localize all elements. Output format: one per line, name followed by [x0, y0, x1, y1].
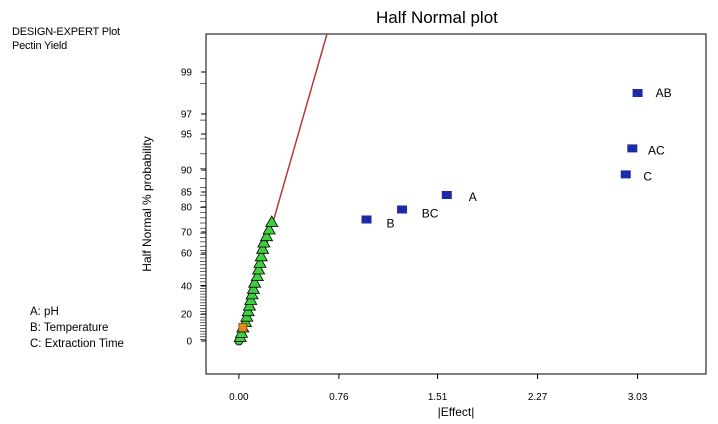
- error-effect-point: [246, 281, 261, 294]
- x-tick-label: 0.00: [229, 392, 249, 403]
- x-axis-ticks: 0.00 0.76 1.51 2.27 3.03: [229, 374, 648, 403]
- effect-point-c: [620, 170, 631, 179]
- error-effect-point: [253, 256, 267, 268]
- y-tick-label: 20: [181, 310, 193, 321]
- response-name: Pectin Yield: [12, 40, 68, 52]
- error-effect-point: [250, 269, 265, 282]
- error-effect-point: [257, 235, 271, 248]
- factor-legend-a: A: pH: [30, 306, 59, 318]
- y-tick-label: 95: [181, 130, 193, 141]
- error-effect-point: [247, 275, 262, 288]
- y-tick-label: 85: [181, 188, 193, 199]
- effect-point-bc: [397, 205, 408, 214]
- effect-point-ac: [627, 144, 638, 153]
- effect-label-a: A: [469, 190, 477, 204]
- y-tick-label: 90: [181, 166, 193, 177]
- y-tick-label: 99: [181, 68, 193, 79]
- error-effect-point: [254, 249, 268, 262]
- y-tick-label: 97: [181, 110, 193, 121]
- x-tick-label: 0.76: [329, 392, 349, 403]
- x-tick-label: 3.03: [628, 392, 648, 403]
- x-tick-label: 1.51: [428, 392, 448, 403]
- effect-point-ab: [632, 89, 643, 97]
- chart-title: Half Normal plot: [376, 8, 498, 27]
- y-axis-label: Half Normal % probability: [140, 136, 154, 271]
- error-effect-markers: [233, 215, 279, 346]
- effect-point-a: [441, 191, 452, 199]
- error-effect-point: [262, 222, 276, 235]
- effect-point-b: [361, 215, 372, 224]
- y-tick-label: 0: [186, 337, 192, 348]
- factor-legend-b: B: Temperature: [30, 322, 109, 334]
- error-effect-point: [255, 241, 270, 254]
- effect-label-ac: AC: [648, 143, 665, 157]
- effect-label-ab: AB: [656, 86, 672, 100]
- error-effect-point: [265, 215, 279, 227]
- x-tick-label: 2.27: [528, 392, 548, 403]
- y-tick-label: 40: [181, 282, 193, 293]
- software-name: DESIGN-EXPERT Plot: [12, 26, 120, 38]
- x-axis-label: |Effect|: [438, 405, 475, 419]
- y-tick-label: 60: [181, 249, 193, 260]
- y-tick-label: 80: [181, 203, 193, 214]
- y-tick-label: 70: [181, 228, 193, 239]
- effect-label-bc: BC: [422, 207, 439, 221]
- y-axis-ticks: 0 20 40 60 70 80 85 90 95 97 99: [181, 68, 206, 348]
- effect-label-c: C: [643, 169, 652, 183]
- probability-rug: [200, 82, 206, 340]
- effect-label-b: B: [387, 217, 395, 231]
- plot-frame: [205, 33, 707, 375]
- error-effect-point: [259, 229, 274, 242]
- intermediate-effect-point: [238, 323, 248, 332]
- factor-legend-c: C: Extraction Time: [30, 338, 124, 350]
- error-effect-point: [251, 262, 266, 275]
